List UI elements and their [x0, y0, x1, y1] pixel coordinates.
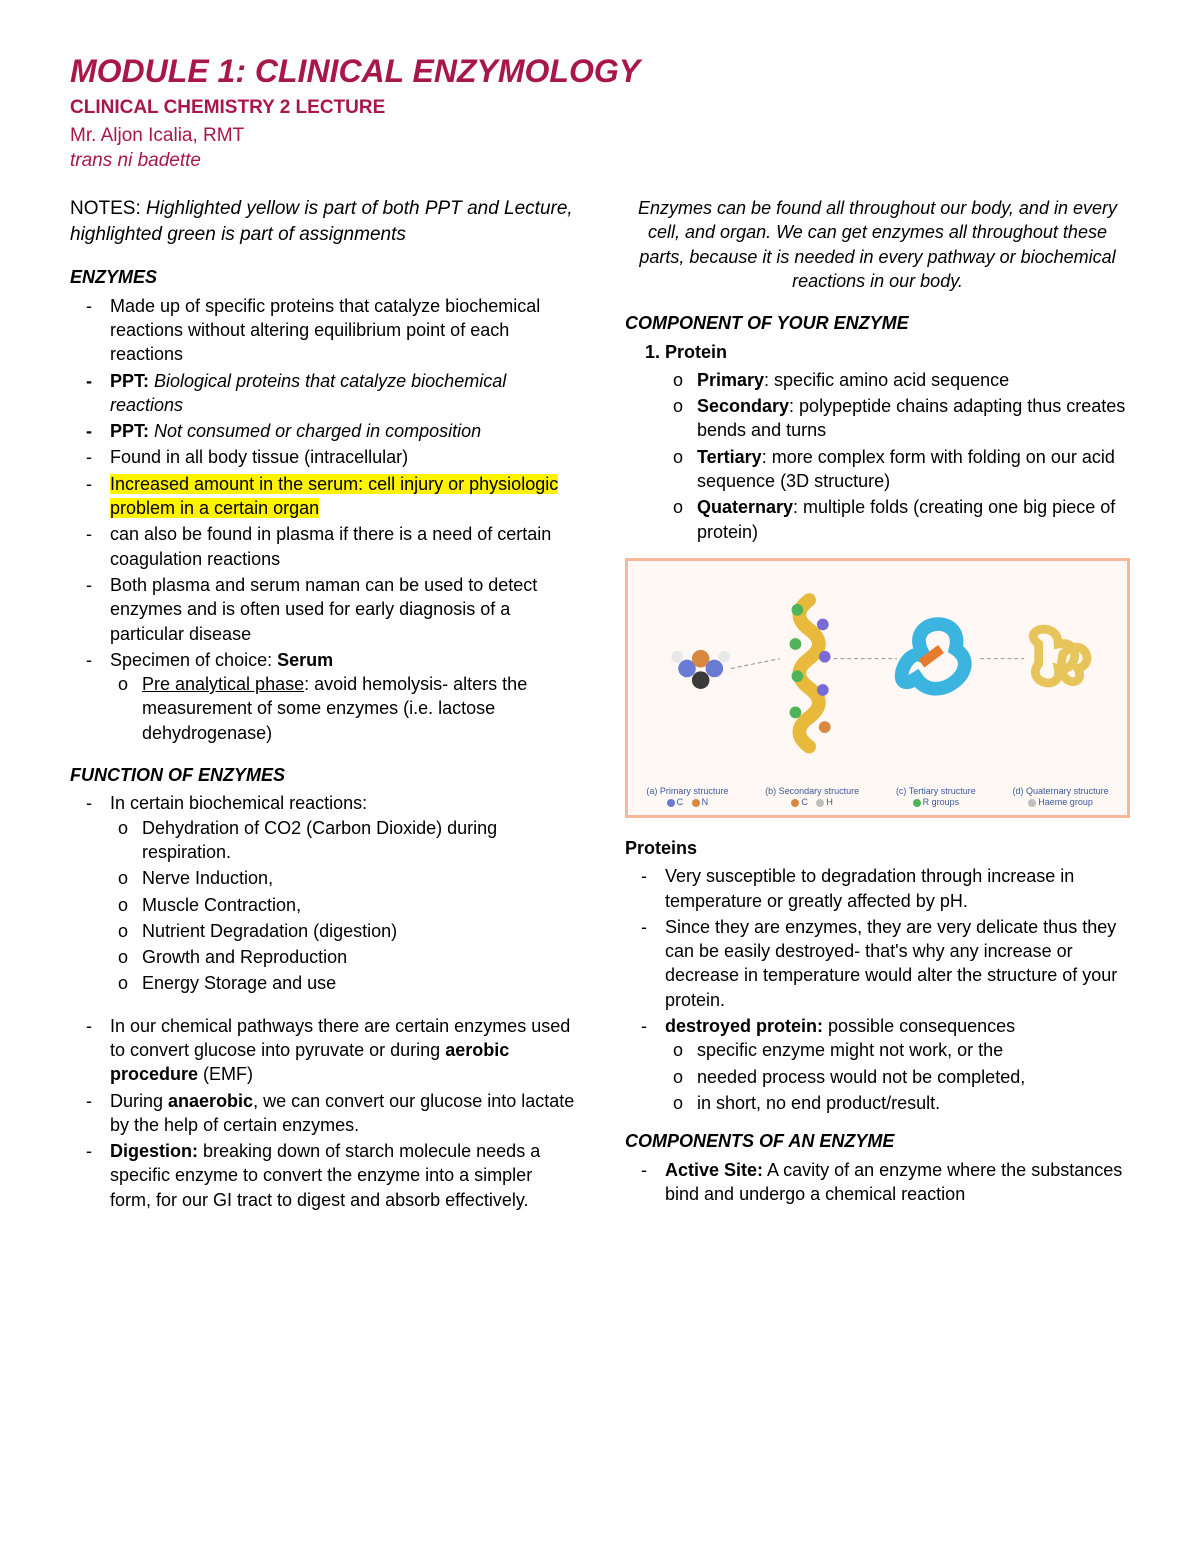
ppt-body: Not consumed or charged in composition — [154, 421, 481, 441]
list-item: Nutrient Degradation (digestion) — [142, 919, 575, 943]
protein-ol: Protein — [625, 340, 1130, 364]
list-item: needed process would not be completed, — [697, 1065, 1130, 1089]
ppt-label: PPT: — [110, 421, 154, 441]
sub-list: Dehydration of CO2 (Carbon Dioxide) duri… — [110, 816, 575, 996]
item-bold: Secondary — [697, 396, 789, 416]
list-item: specific enzyme might not work, or the — [697, 1038, 1130, 1062]
caption-quaternary: (d) Quaternary structure Haeme group — [1013, 786, 1109, 809]
protein-structure-figure: (a) Primary structure C N (b) Secondary … — [625, 558, 1130, 818]
protein-structure-list: Primary: specific amino acid sequence Se… — [625, 368, 1130, 544]
item-bold: Digestion: — [110, 1141, 198, 1161]
section-enzymes-heading: ENZYMES — [70, 265, 575, 289]
item-text: (EMF) — [198, 1064, 253, 1084]
caption-primary: (a) Primary structure C N — [646, 786, 728, 809]
caption-secondary: (b) Secondary structure C H — [765, 786, 859, 809]
module-title: MODULE 1: CLINICAL ENZYMOLOGY — [70, 50, 1130, 93]
right-column: Enzymes can be found all throughout our … — [625, 196, 1130, 1214]
list-item: PPT: Biological proteins that catalyze b… — [110, 369, 575, 418]
notes-label: NOTES: — [70, 198, 146, 219]
function-list: In certain biochemical reactions: Dehydr… — [70, 791, 575, 995]
list-item: Growth and Reproduction — [142, 945, 575, 969]
list-item: In certain biochemical reactions: Dehydr… — [110, 791, 575, 995]
section-proteins-heading: Proteins — [625, 836, 1130, 860]
list-item-highlighted: Increased amount in the serum: cell inju… — [110, 472, 575, 521]
item-bold: anaerobic — [168, 1091, 253, 1111]
proteins-list: Very susceptible to degradation through … — [625, 864, 1130, 1115]
list-item: Quaternary: multiple folds (creating one… — [697, 495, 1130, 544]
specimen-label: Specimen of choice: — [110, 650, 277, 670]
list-item: Dehydration of CO2 (Carbon Dioxide) duri… — [142, 816, 575, 865]
list-item: Active Site: A cavity of an enzyme where… — [665, 1158, 1130, 1207]
highlighted-text: Increased amount in the serum: cell inju… — [110, 474, 558, 518]
section-function-heading: FUNCTION OF ENZYMES — [70, 763, 575, 787]
item-bold: Tertiary — [697, 447, 762, 467]
author-name: Mr. Aljon Icalia, RMT — [70, 123, 1130, 149]
course-title: CLINICAL CHEMISTRY 2 LECTURE — [70, 95, 1130, 121]
caption-tertiary: (c) Tertiary structure R groups — [896, 786, 976, 809]
list-item: During anaerobic, we can convert our glu… — [110, 1089, 575, 1138]
list-item: PPT: Not consumed or charged in composit… — [110, 419, 575, 443]
list-item: destroyed protein: possible consequences… — [665, 1014, 1130, 1115]
sub-list: specific enzyme might not work, or the n… — [665, 1038, 1130, 1115]
figure-svg — [628, 561, 1127, 815]
left-column: NOTES: Highlighted yellow is part of bot… — [70, 196, 575, 1214]
list-item: Nerve Induction, — [142, 866, 575, 890]
item-text: : specific amino acid sequence — [764, 370, 1009, 390]
specimen-value: Serum — [277, 650, 333, 670]
trans-line: trans ni badette — [70, 148, 1130, 174]
section-component-heading: COMPONENT OF YOUR ENZYME — [625, 311, 1130, 335]
ppt-body: Biological proteins that catalyze bioche… — [110, 371, 506, 415]
list-item: Secondary: polypeptide chains adapting t… — [697, 394, 1130, 443]
list-item: Made up of specific proteins that cataly… — [110, 294, 575, 367]
list-item: can also be found in plasma if there is … — [110, 522, 575, 571]
list-item: Primary: specific amino acid sequence — [697, 368, 1130, 392]
item-bold: Quaternary — [697, 497, 793, 517]
list-item: Very susceptible to degradation through … — [665, 864, 1130, 913]
sub-list: Pre analytical phase: avoid hemolysis- a… — [110, 672, 575, 745]
list-item: In our chemical pathways there are certa… — [110, 1014, 575, 1087]
item-bold: Primary — [697, 370, 764, 390]
item-bold: destroyed protein: — [665, 1016, 823, 1036]
list-item: Both plasma and serum naman can be used … — [110, 573, 575, 646]
components-list: Active Site: A cavity of an enzyme where… — [625, 1158, 1130, 1207]
pre-analytical-label: Pre analytical phase — [142, 674, 304, 694]
list-item: in short, no end product/result. — [697, 1091, 1130, 1115]
two-column-layout: NOTES: Highlighted yellow is part of bot… — [70, 196, 1130, 1214]
enzymes-list: Made up of specific proteins that cataly… — [70, 294, 575, 745]
list-item: Digestion: breaking down of starch molec… — [110, 1139, 575, 1212]
list-item: Specimen of choice: Serum Pre analytical… — [110, 648, 575, 745]
list-item: Energy Storage and use — [142, 971, 575, 995]
list-item: Since they are enzymes, they are very de… — [665, 915, 1130, 1012]
item-text: possible consequences — [823, 1016, 1015, 1036]
list-item: Pre analytical phase: avoid hemolysis- a… — [142, 672, 575, 745]
notes-line: NOTES: Highlighted yellow is part of bot… — [70, 196, 575, 247]
intro-paragraph: Enzymes can be found all throughout our … — [625, 196, 1130, 293]
item-text: In certain biochemical reactions: — [110, 793, 367, 813]
list-item: Found in all body tissue (intracellular) — [110, 445, 575, 469]
list-item: Muscle Contraction, — [142, 893, 575, 917]
section-components-heading: COMPONENTS OF AN ENZYME — [625, 1129, 1130, 1153]
list-item: Tertiary: more complex form with folding… — [697, 445, 1130, 494]
figure-caption-row: (a) Primary structure C N (b) Secondary … — [628, 786, 1127, 809]
notes-body: Highlighted yellow is part of both PPT a… — [70, 198, 573, 245]
item-bold: Active Site: — [665, 1160, 763, 1180]
item-text: During — [110, 1091, 168, 1111]
ppt-label: PPT: — [110, 371, 154, 391]
function-list-2: In our chemical pathways there are certa… — [70, 1014, 575, 1212]
protein-item: Protein — [665, 340, 1130, 364]
